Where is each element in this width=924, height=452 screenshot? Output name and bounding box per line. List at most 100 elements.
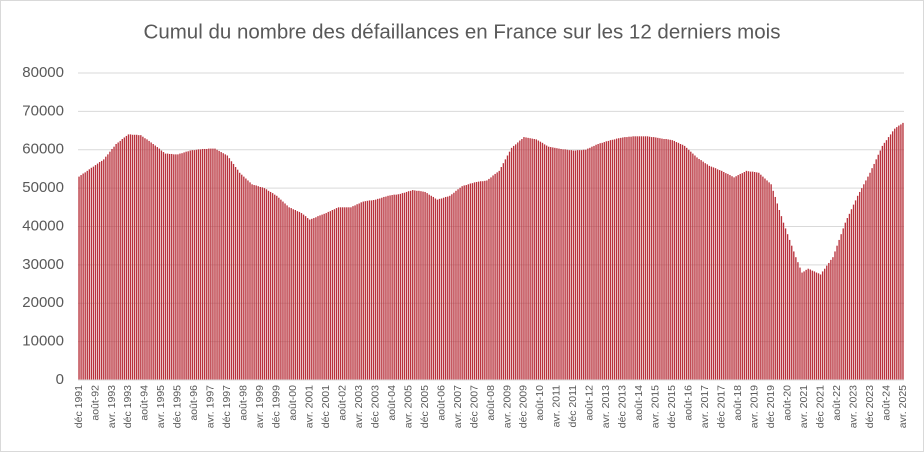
- bar: [414, 190, 416, 380]
- bar: [718, 170, 721, 380]
- bar: [391, 195, 393, 380]
- bar: [848, 213, 851, 380]
- y-tick-label: 30000: [22, 256, 64, 273]
- bar: [138, 135, 140, 380]
- bar: [795, 257, 797, 380]
- bar: [131, 134, 134, 380]
- bar: [620, 137, 622, 380]
- bar: [387, 195, 389, 380]
- x-tick-label: août-02: [336, 385, 348, 421]
- x-tick-label: déc 2005: [419, 385, 431, 428]
- bar: [700, 160, 702, 380]
- bar: [346, 207, 348, 380]
- bar: [784, 228, 787, 380]
- bar: [430, 195, 432, 380]
- bar: [282, 201, 284, 380]
- x-tick-label: avr. 2017: [699, 385, 711, 428]
- bar: [799, 267, 801, 380]
- y-tick-label: 0: [56, 371, 64, 388]
- bar: [333, 209, 336, 380]
- bar: [195, 149, 198, 380]
- bar: [521, 139, 523, 380]
- x-tick-label: avr. 2007: [452, 385, 464, 428]
- bar: [786, 234, 789, 380]
- bar: [243, 176, 245, 380]
- bar: [368, 200, 371, 380]
- bar: [531, 138, 533, 380]
- bar: [290, 208, 292, 380]
- bar: [675, 142, 678, 380]
- bar: [342, 207, 344, 380]
- bar: [395, 194, 397, 380]
- bar: [824, 268, 826, 380]
- bar: [321, 214, 323, 380]
- bar: [101, 160, 103, 380]
- bar: [576, 150, 579, 380]
- bar: [636, 136, 638, 380]
- bar: [772, 190, 774, 380]
- bar: [364, 201, 367, 380]
- bar: [117, 142, 119, 380]
- bar: [146, 139, 148, 380]
- bar: [887, 137, 890, 380]
- bar: [302, 214, 305, 380]
- bar: [230, 161, 233, 380]
- bar: [453, 192, 455, 380]
- bar: [160, 150, 163, 380]
- bar: [331, 209, 334, 380]
- bar: [681, 144, 684, 380]
- x-tick-label: août-12: [584, 385, 596, 421]
- bar: [632, 136, 634, 380]
- bar: [729, 175, 731, 380]
- bar: [737, 175, 739, 380]
- bar: [484, 180, 486, 380]
- bar: [873, 163, 875, 380]
- x-tick-label: déc 2019: [765, 385, 777, 428]
- x-tick-label: déc 1997: [221, 385, 233, 428]
- bar: [832, 257, 834, 380]
- bar: [409, 190, 412, 380]
- bar: [490, 177, 492, 380]
- x-tick-label: août-98: [238, 385, 250, 421]
- bar: [545, 145, 548, 380]
- bar: [463, 185, 465, 380]
- bar: [486, 180, 488, 380]
- bar: [688, 149, 690, 380]
- bar: [712, 167, 715, 380]
- bar: [274, 194, 276, 380]
- bar: [168, 153, 171, 380]
- bar: [679, 143, 682, 380]
- bar: [327, 211, 329, 380]
- bar: [445, 196, 447, 380]
- bar: [580, 150, 583, 380]
- x-tick-label: déc 1995: [172, 385, 184, 428]
- x-tick-label: avr. 1995: [155, 385, 167, 428]
- bar: [92, 166, 95, 380]
- bar: [434, 198, 437, 380]
- bar: [294, 209, 296, 380]
- bar: [648, 136, 651, 380]
- chart-title: Cumul du nombre des défaillances en Fran…: [144, 20, 781, 43]
- bar: [212, 148, 214, 380]
- bar: [564, 149, 566, 380]
- bar: [756, 172, 758, 380]
- bar: [206, 148, 208, 380]
- bar: [500, 167, 502, 380]
- bar: [232, 163, 235, 380]
- bar: [562, 149, 564, 380]
- bar: [467, 184, 470, 380]
- bar: [189, 150, 191, 380]
- bar: [370, 200, 373, 380]
- bar: [710, 166, 713, 380]
- bar: [529, 138, 531, 380]
- bar: [218, 150, 220, 380]
- bar: [517, 142, 519, 380]
- bar: [173, 154, 175, 380]
- bar: [506, 155, 509, 380]
- bar: [704, 163, 706, 380]
- bar: [817, 273, 820, 380]
- bar: [473, 182, 476, 380]
- bar: [778, 209, 781, 380]
- bar: [447, 196, 449, 380]
- bar: [572, 150, 575, 380]
